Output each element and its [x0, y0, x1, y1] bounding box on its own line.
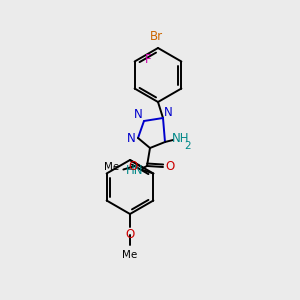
Text: HN: HN [126, 164, 144, 176]
Text: N: N [127, 133, 135, 146]
Text: Me: Me [122, 250, 138, 260]
Text: O: O [165, 160, 175, 173]
Text: F: F [145, 53, 152, 66]
Text: NH: NH [172, 131, 190, 145]
Text: N: N [134, 109, 142, 122]
Text: N: N [164, 106, 172, 118]
Text: 2: 2 [185, 141, 191, 151]
Text: Br: Br [149, 31, 163, 44]
Text: O: O [125, 229, 135, 242]
Text: O: O [129, 160, 138, 173]
Text: Me: Me [104, 163, 119, 172]
